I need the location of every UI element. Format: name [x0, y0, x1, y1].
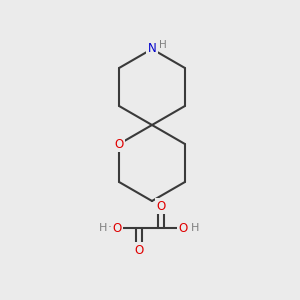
Text: H: H	[159, 40, 167, 50]
Text: H: H	[99, 223, 107, 233]
Text: O: O	[134, 244, 144, 256]
Text: N: N	[148, 43, 156, 56]
Text: H: H	[191, 223, 199, 233]
Text: O: O	[178, 221, 188, 235]
Text: O: O	[156, 200, 166, 212]
Text: O: O	[112, 221, 122, 235]
Text: ·: ·	[108, 221, 112, 235]
Text: O: O	[115, 137, 124, 151]
